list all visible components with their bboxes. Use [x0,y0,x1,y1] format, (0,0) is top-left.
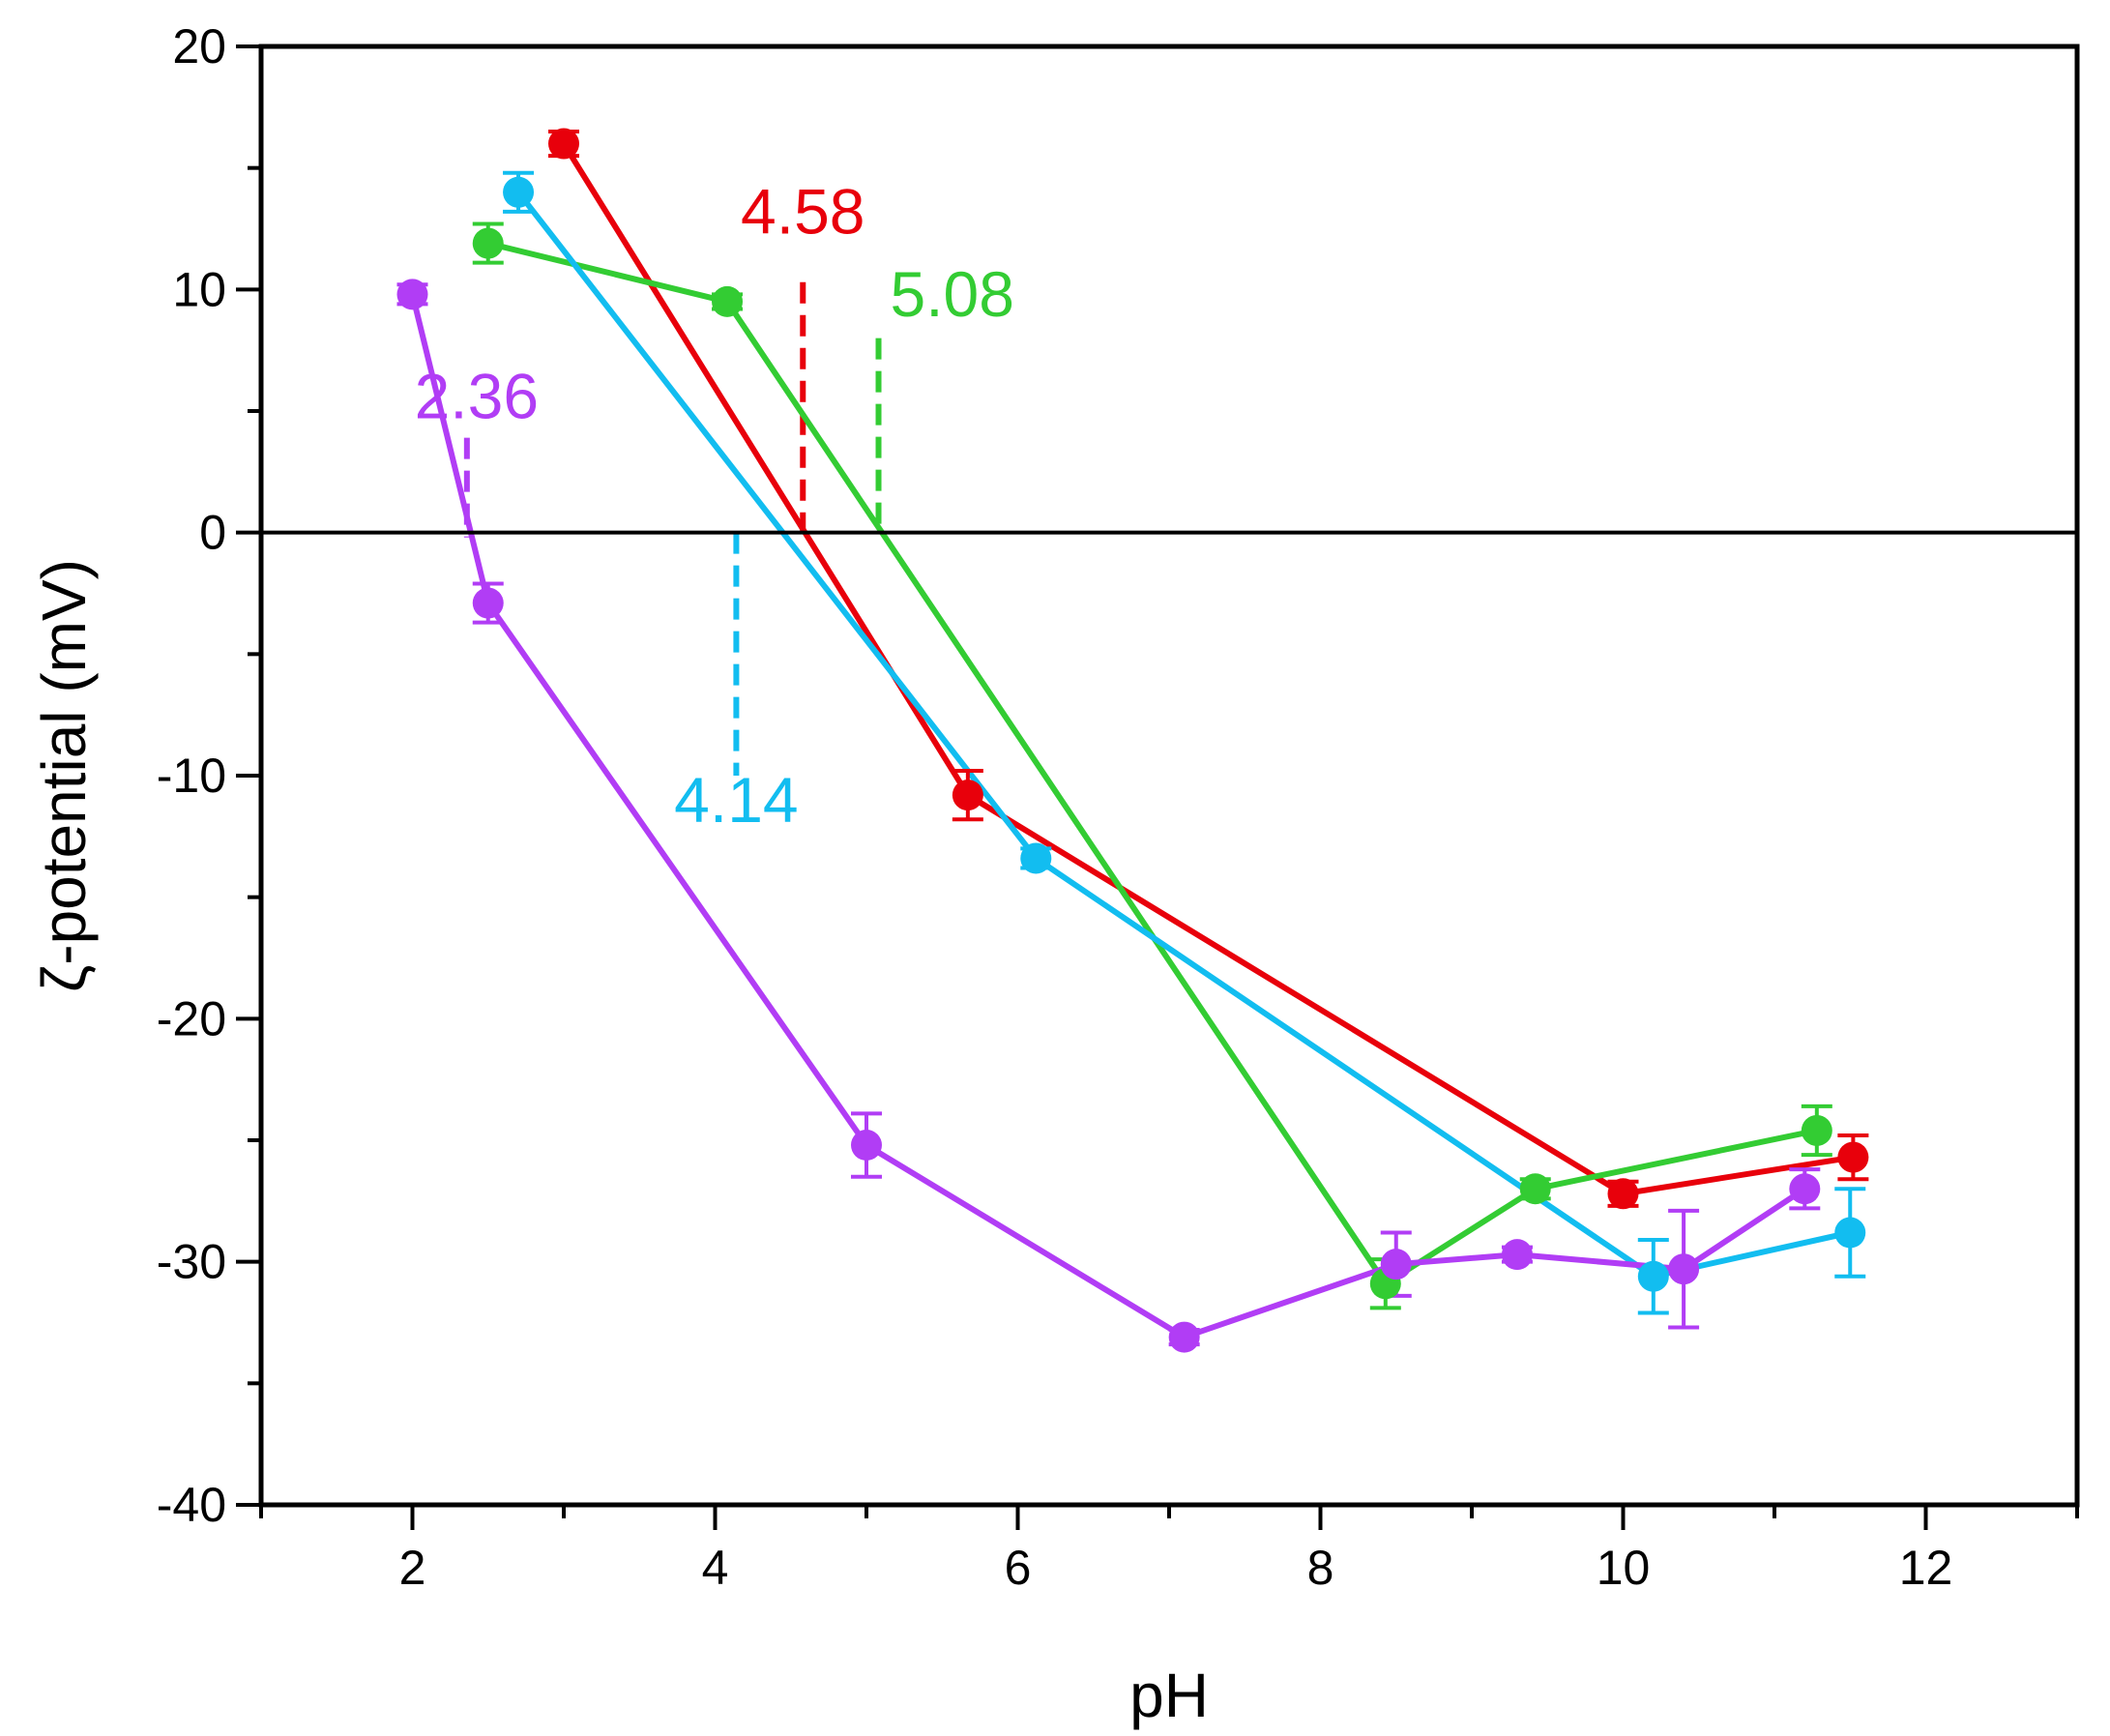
series-purple-point [396,279,428,310]
series-purple-line [409,293,1806,1340]
series-purple-point [1168,1321,1200,1353]
series-red-line [561,141,1854,1197]
x-tick-label: 2 [399,1541,426,1595]
y-axis-title: ζ-potential (mV) [29,559,99,992]
series-green-point [712,285,744,317]
x-tick-label: 8 [1307,1541,1334,1595]
x-tick-label: 12 [1899,1541,1953,1595]
series-blue-point [503,176,535,208]
series-green-point [1801,1114,1832,1146]
axis-tick-labels: 2 4 6 8 10 12 -40 -30 -20 -10 0 10 20 [157,19,1953,1595]
y-tick-label: 20 [172,19,226,74]
series-purple-point [1380,1249,1412,1280]
pzc-red-label: 4.58 [741,176,865,248]
error-bars [396,129,1869,1347]
series-blue-point [1637,1260,1669,1292]
y-tick-label: 0 [199,506,226,560]
data-markers [396,128,1869,1353]
series-red-point [548,128,579,160]
series-purple-point [1789,1173,1821,1205]
series-blue-point [1834,1217,1866,1249]
x-tick-label: 10 [1597,1541,1651,1595]
series-green-point [472,227,504,259]
pzc-blue-label: 4.14 [674,764,798,836]
series-red-point [1837,1141,1869,1173]
series-green-point [1519,1173,1551,1205]
y-tick-label: -30 [157,1235,226,1289]
y-tick-label: -10 [157,749,226,803]
series-lines [409,141,1854,1340]
axis-ticks [236,44,2079,1530]
series-red-point [952,780,983,811]
y-tick-label: -40 [157,1478,226,1532]
series-blue-point [1020,842,1052,874]
y-tick-label: 10 [172,262,226,316]
y-tick-label: -20 [157,991,226,1045]
series-red-point [1607,1178,1639,1210]
series-purple-point [472,587,504,619]
plot-frame [258,44,2080,1508]
pzc-green-label: 5.08 [891,258,1014,330]
series-purple-point [1668,1253,1700,1285]
x-tick-label: 4 [702,1541,729,1595]
x-axis-title: pH [1129,1661,1209,1730]
series-purple-point [1501,1239,1533,1271]
pzc-annotations: 4.585.084.142.36 [415,176,1014,836]
series-blue-line [515,190,1851,1280]
x-tick-label: 6 [1005,1541,1032,1595]
series-purple-point [851,1130,882,1162]
